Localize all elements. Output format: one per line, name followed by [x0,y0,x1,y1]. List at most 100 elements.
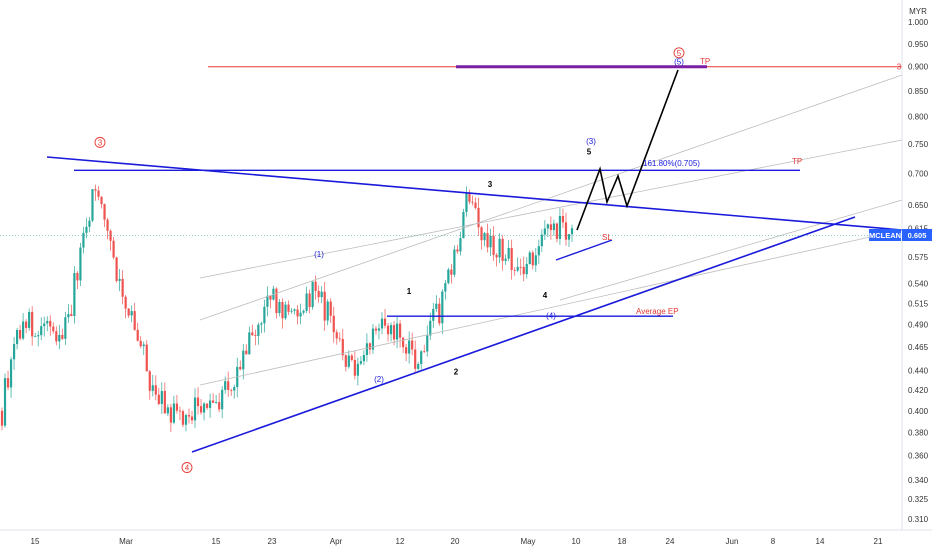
candle-body-37 [112,240,115,258]
candle-body-125 [377,328,381,331]
candle-body-95 [287,304,290,312]
x-tick-label-3: 23 [268,537,277,546]
candle-body-26 [79,247,82,281]
y-tick-label-5: 0.750 [908,140,929,149]
candle-body-155 [468,192,471,202]
candle-body-83 [251,332,254,336]
candle-body-141 [426,335,429,352]
wave-label-8: 4 [543,291,548,300]
channel-lines [199,74,903,386]
y-tick-label-2: 0.900 [908,63,929,72]
drawing-layer [0,65,903,453]
candle-body-44 [133,311,136,330]
candle-body-154 [465,192,468,212]
candle-body-70 [212,400,215,403]
candle-body-15 [46,320,49,324]
candle-body-86 [260,323,263,325]
candle-body-5 [15,330,19,345]
candle-body-107 [323,291,326,321]
candle-body-46 [139,340,142,347]
y-tick-label-19: 0.340 [908,476,929,485]
candle-body-170 [513,269,516,271]
x-tick-label-12: 8 [771,537,776,546]
candle-body-139 [420,351,423,364]
candle-body-167 [504,258,507,261]
candle-body-112 [338,338,341,340]
circle-wave-label-0: 3 [98,138,103,147]
candle-body-56 [169,407,172,423]
candle-body-143 [432,308,435,321]
candle-body-62 [187,415,191,417]
fib-label: 161.80%(0.705) [643,159,700,168]
candle-body-114 [344,355,347,367]
candle-body-84 [254,335,257,337]
candle-body-142 [429,320,432,336]
candle-body-59 [178,410,182,412]
y-axis: MYR 1.000 0.950 0.900 0.850 0.800 0.750 0.700 0… [901,0,929,530]
candle-body-71 [215,402,218,403]
candle-body-119 [359,361,362,364]
candle-body-186 [561,215,565,223]
y-tick-label-8: 0.615 [908,224,929,233]
candle-body-24 [73,272,76,316]
channel-line-3 [559,199,903,301]
wave-label-1: (2) [374,375,384,384]
candle-body-19 [58,334,61,342]
candle-body-52 [157,394,160,405]
candle-body-126 [380,318,384,329]
candle-body-92 [278,302,281,314]
candle-body-63 [190,416,194,421]
y-tick-label-7: 0.650 [908,201,929,210]
y-tick-label-12: 0.490 [908,321,929,330]
candle-body-35 [106,219,109,231]
label-layer: TP TP 161.80%(0.705) Average EP SL (1) (2) (3) (… [94,47,902,473]
x-axis: 15 Mar 15 23 Apr 12 20 May 10 18 24 Jun 8 14 21 [0,529,932,546]
candle-body-32 [97,190,100,197]
candle-body-161 [486,233,489,248]
candle-body-133 [402,337,405,348]
candle-body-100 [302,310,305,313]
candle-body-157 [474,202,477,208]
candle-body-156 [471,201,474,203]
candle-body-104 [314,281,317,291]
candle-body-87 [263,306,266,324]
candle-body-108 [326,301,329,321]
last-price-tag: MCLEAN 0.605 [869,229,932,241]
candle-body-160 [483,233,486,241]
wave-label-7: 3 [488,180,493,189]
candle-body-148 [447,269,450,284]
candle-body-109 [329,301,332,316]
candle-body-150 [453,249,456,275]
x-tick-label-9: 18 [618,537,627,546]
candle-body-67 [202,403,206,413]
candle-body-57 [172,403,176,423]
candle-body-123 [371,328,375,350]
candle-body-66 [199,406,203,413]
candle-body-174 [525,264,528,275]
candle-body-8 [25,321,28,328]
circle-wave-marker-2 [673,47,685,59]
candle-body-118 [356,363,359,376]
candle-body-38 [115,257,118,281]
candle-body-28 [85,226,88,233]
candle-body-164 [495,254,498,258]
candle-body-166 [501,238,504,261]
candle-body-55 [166,407,169,414]
candle-body-73 [221,389,224,410]
candle-body-54 [163,390,166,414]
candle-body-128 [386,325,390,335]
circle-wave-marker-1 [181,462,193,473]
candle-body-127 [383,318,387,326]
currency-label: MYR [909,7,927,16]
candle-body-187 [564,222,568,240]
y-tick-label-21: 0.310 [908,515,929,524]
x-tick-label-10: 24 [666,537,675,546]
x-tick-label-5: 12 [396,537,405,546]
candle-body-115 [347,355,350,367]
candle-body-177 [534,255,537,266]
candle-body-13 [40,326,43,336]
y-tick-label-3: 0.850 [908,87,929,96]
candle-body-41 [124,296,127,309]
y-tick-label-0: 1.000 [908,18,929,27]
